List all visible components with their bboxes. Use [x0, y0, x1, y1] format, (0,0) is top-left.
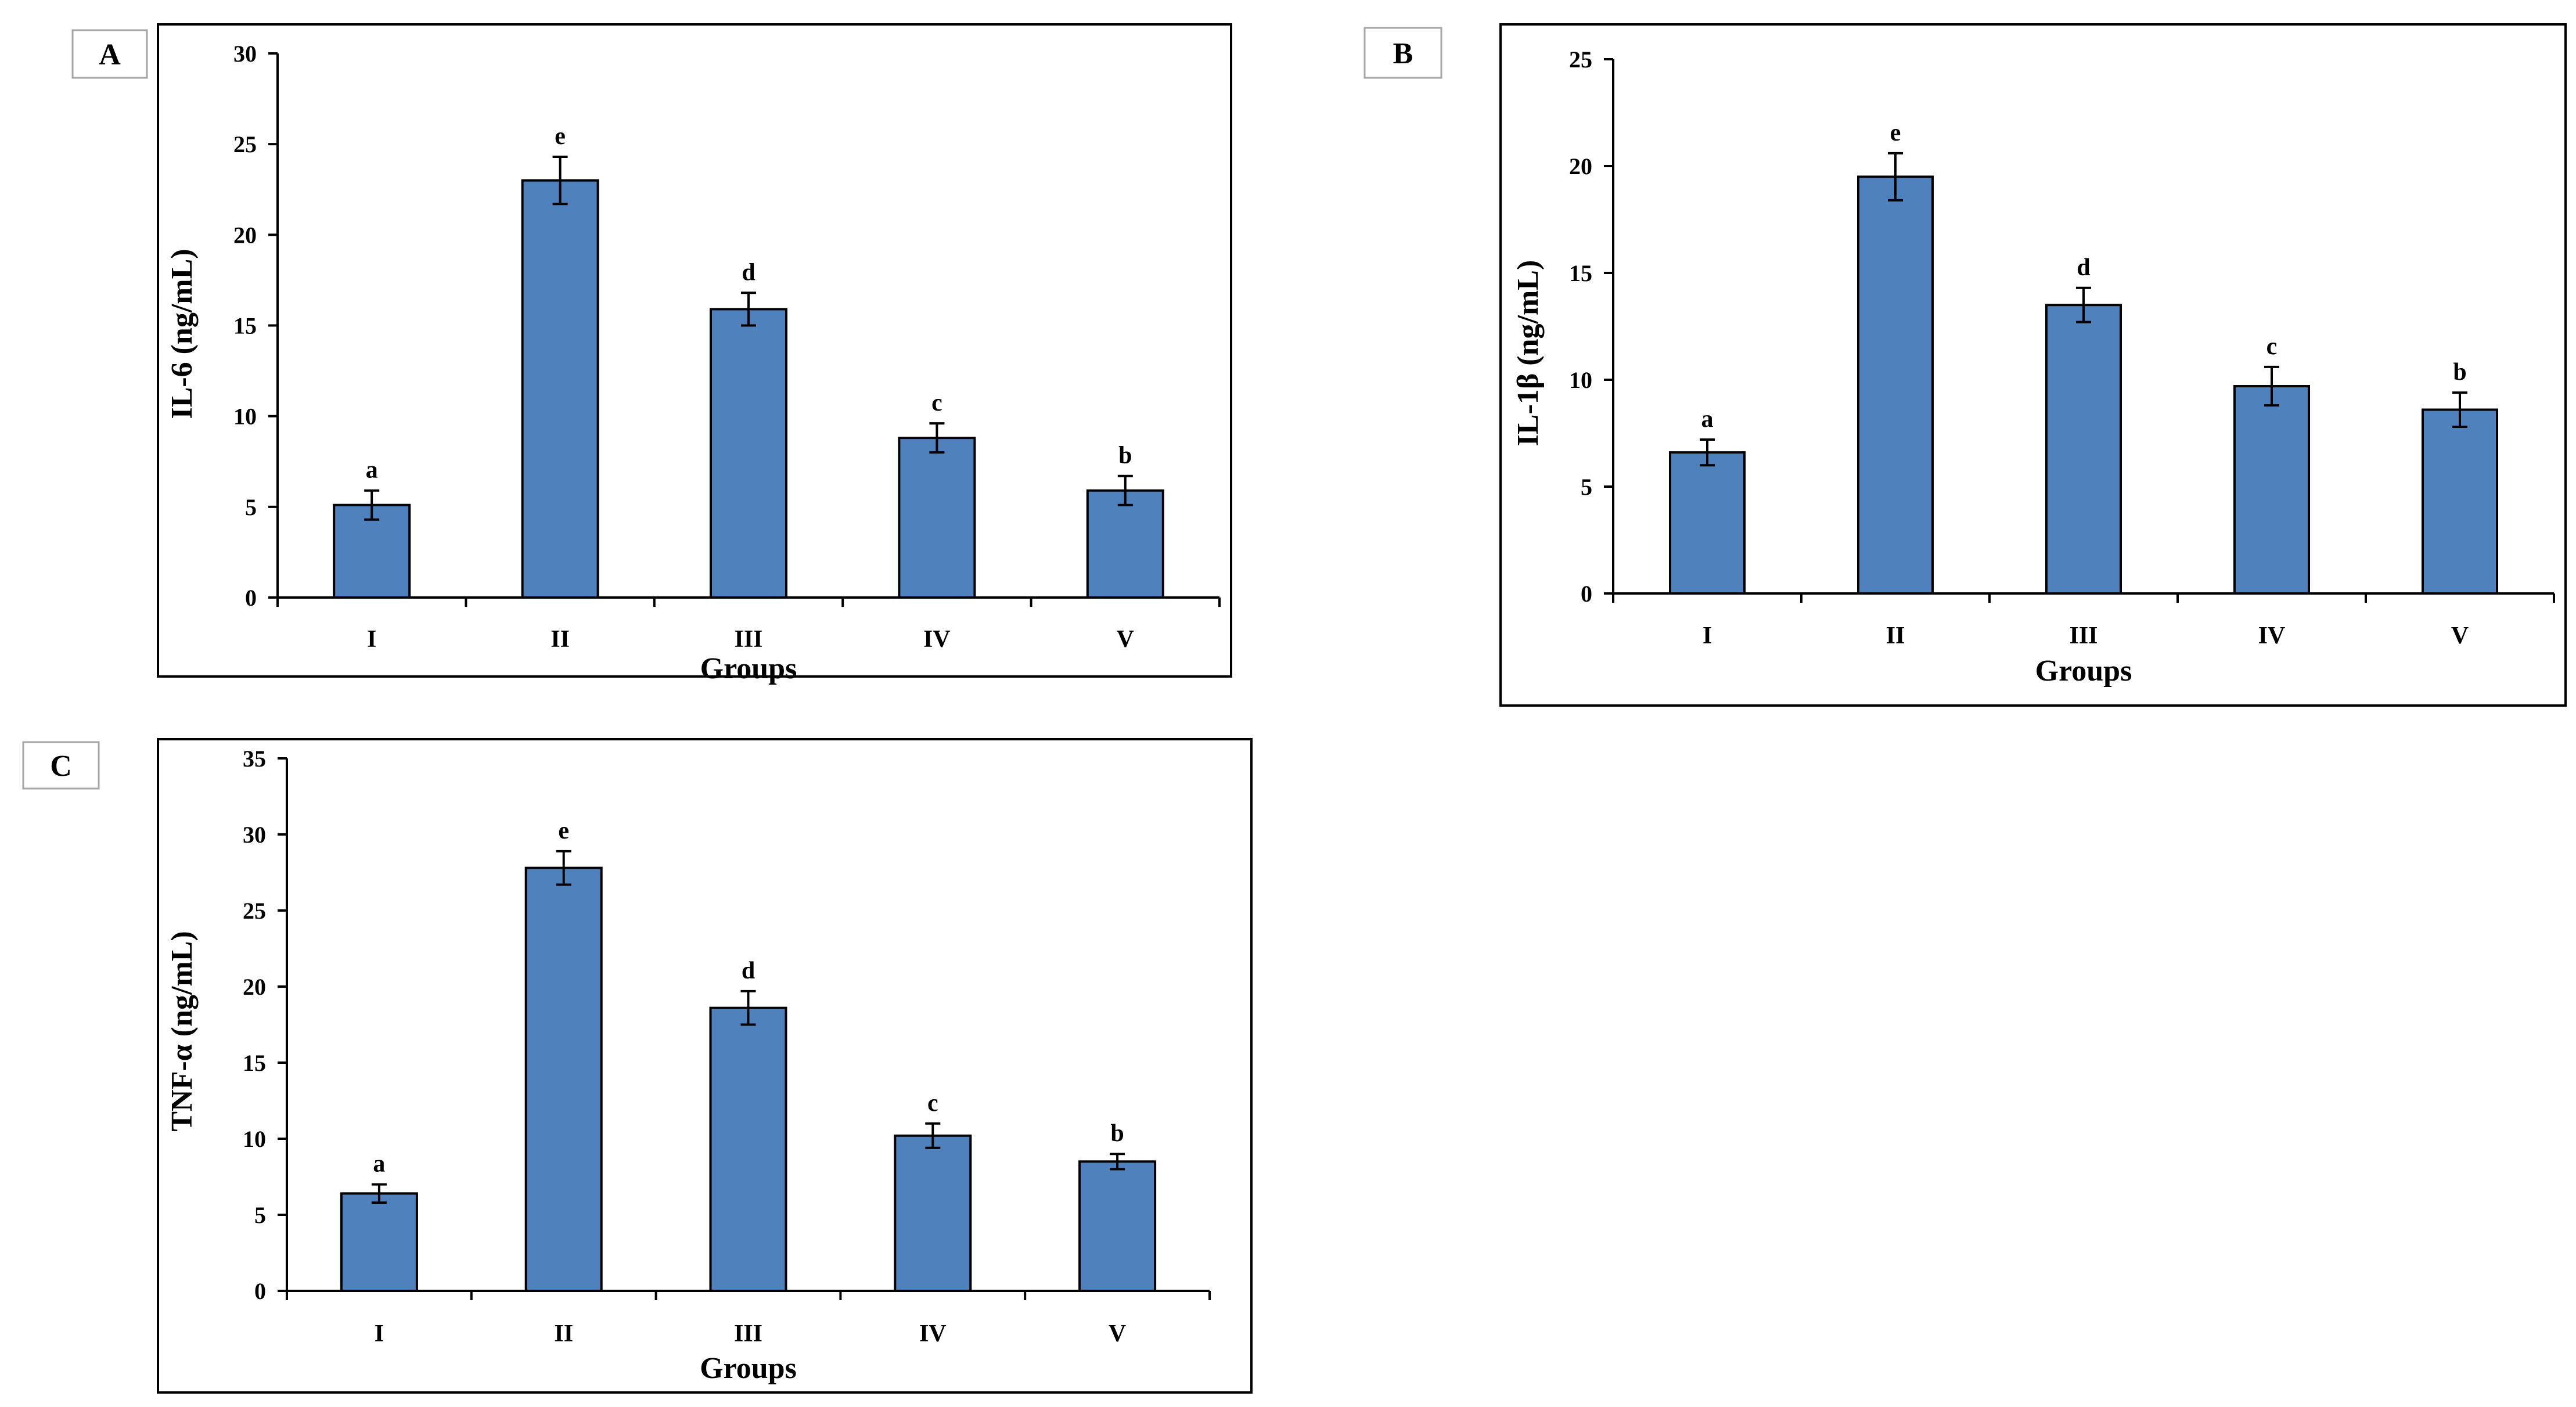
significance-letter: a — [1701, 406, 1714, 433]
y-tick-label: 30 — [243, 822, 266, 848]
x-tick-label: IV — [2258, 622, 2286, 649]
y-axis-title: IL-6 (ng/mL) — [166, 249, 199, 419]
chart-panel-a: A 0 5 10 15 20 25 30 a Ie II d III c IV b V Groups IL-6 (n… — [71, 23, 1232, 685]
significance-letter: c — [931, 390, 942, 416]
x-tick-label: III — [734, 1320, 762, 1347]
panel-label-box — [22, 741, 100, 790]
y-tick-label: 0 — [254, 1278, 266, 1304]
y-tick-label: 5 — [1581, 474, 1592, 500]
chart-panel-c: C 0 5 10 15 20 25 30 35 a Ie II d III c IV b V Groups TNF-α… — [22, 738, 1253, 1394]
x-tick-label: III — [734, 626, 762, 653]
significance-letter: c — [2266, 333, 2278, 360]
significance-letter: c — [927, 1090, 938, 1117]
y-axis-title: TNF-α (ng/mL) — [166, 931, 199, 1131]
x-tick-label: II — [554, 1320, 573, 1347]
significance-letter: d — [742, 958, 755, 984]
x-tick-label: III — [2069, 622, 2098, 649]
bar-i — [340, 1192, 418, 1293]
x-tick-label: IV — [919, 1320, 947, 1347]
bar-iii — [710, 308, 787, 599]
bar-v — [1086, 489, 1164, 599]
x-tick-label: V — [1109, 1320, 1126, 1347]
x-tick-label: I — [367, 626, 376, 653]
chart-frame — [1499, 23, 2567, 707]
x-tick-label: I — [375, 1320, 384, 1347]
chart-frame — [157, 738, 1253, 1394]
y-tick-label: 5 — [245, 494, 257, 520]
significance-letter: e — [558, 818, 569, 844]
panel-label-box — [71, 29, 148, 79]
bar-v — [2422, 408, 2498, 595]
bar-ii — [524, 866, 603, 1292]
significance-letter: b — [2453, 359, 2466, 386]
x-axis-title: Groups — [700, 1352, 797, 1385]
y-tick-label: 15 — [243, 1050, 266, 1076]
x-tick-label: II — [1886, 622, 1905, 649]
y-tick-label: 0 — [1581, 581, 1592, 607]
bar-iv — [898, 437, 976, 599]
y-tick-label: 25 — [233, 131, 257, 157]
y-tick-label: 10 — [233, 404, 257, 430]
x-tick-label: IV — [923, 626, 951, 653]
bar-iii — [2045, 304, 2122, 595]
chart-frame — [157, 23, 1232, 678]
x-tick-label: I — [1703, 622, 1712, 649]
significance-letter: a — [373, 1151, 385, 1178]
significance-letter: d — [742, 259, 755, 286]
x-axis-title: Groups — [700, 652, 797, 685]
bar-ii — [521, 179, 599, 599]
y-tick-label: 15 — [233, 313, 257, 339]
significance-letter: d — [2077, 254, 2090, 281]
x-axis-title: Groups — [2035, 654, 2132, 688]
panel-label-box — [1363, 27, 1442, 79]
y-tick-label: 20 — [1569, 153, 1592, 179]
y-tick-label: 25 — [1569, 46, 1592, 73]
y-tick-label: 30 — [233, 41, 257, 67]
bar-i — [1669, 451, 1746, 595]
significance-letter: b — [1118, 442, 1132, 469]
bar-iv — [894, 1134, 972, 1292]
y-tick-label: 10 — [243, 1126, 266, 1152]
panel-label: A — [99, 38, 121, 71]
significance-letter: a — [366, 457, 378, 484]
x-tick-label: V — [2451, 622, 2469, 649]
y-tick-label: 10 — [1569, 367, 1592, 393]
x-tick-label: II — [551, 626, 570, 653]
bar-iii — [709, 1006, 787, 1293]
bar-ii — [1857, 175, 1934, 595]
y-tick-label: 20 — [243, 974, 266, 1000]
y-tick-label: 35 — [243, 746, 266, 772]
panel-label: B — [1393, 37, 1413, 70]
significance-letter: e — [1890, 120, 1901, 146]
x-tick-label: V — [1117, 626, 1134, 653]
panel-label: C — [50, 750, 72, 783]
bar-iv — [2233, 385, 2310, 595]
y-tick-label: 5 — [254, 1202, 266, 1228]
y-tick-label: 20 — [233, 222, 257, 248]
chart-panel-b: B 0 5 10 15 20 25 a Ie II d III c IV b V Groups IL-1β (ng… — [1363, 23, 2567, 707]
y-tick-label: 15 — [1569, 260, 1592, 286]
bar-v — [1078, 1160, 1157, 1293]
y-axis-title: IL-1β (ng/mL) — [1512, 260, 1545, 447]
y-tick-label: 25 — [243, 898, 266, 924]
significance-letter: b — [1110, 1120, 1124, 1147]
y-tick-label: 0 — [245, 585, 257, 611]
significance-letter: e — [555, 123, 566, 150]
